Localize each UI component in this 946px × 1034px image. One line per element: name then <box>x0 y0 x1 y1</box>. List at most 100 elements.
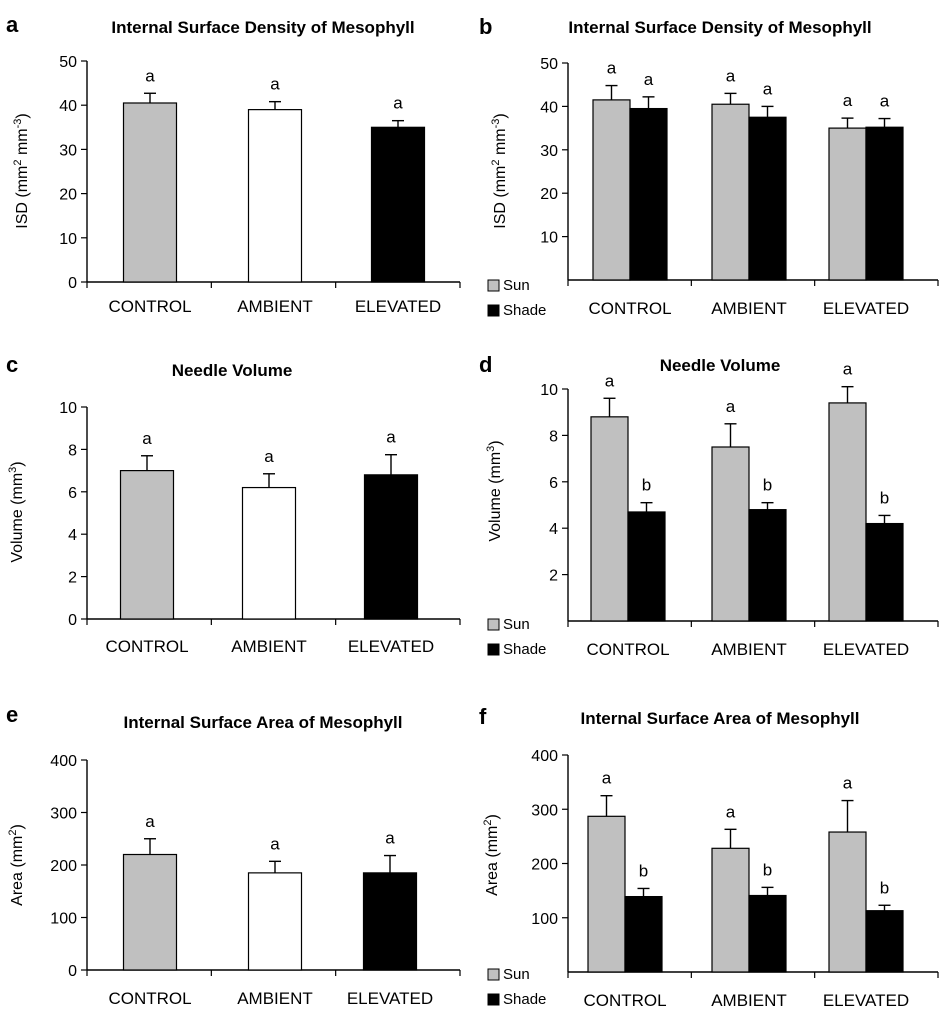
bar-c-ambient <box>241 486 297 620</box>
panel-letter-f: f <box>479 704 487 729</box>
bar-c-control <box>119 470 175 620</box>
y-tick-label-a: 30 <box>59 142 77 159</box>
legend-label-shade: Shade <box>503 641 546 658</box>
bar-f-sun <box>587 815 626 973</box>
y-axis-label-e: Area (mm2) <box>7 824 26 906</box>
y-tick-label-b: 20 <box>540 186 558 203</box>
bar-f-sun <box>828 831 867 973</box>
significance-label-f: b <box>880 878 889 897</box>
y-tick-label-e: 200 <box>50 858 77 875</box>
bar-b-shade <box>629 107 668 281</box>
significance-label-c: a <box>142 429 152 448</box>
bar-b-shade <box>865 126 904 281</box>
panel-letter-c: c <box>6 352 18 377</box>
y-tick-label-a: 40 <box>59 98 77 115</box>
bar-b-shade <box>748 116 787 281</box>
y-tick-label-d: 10 <box>540 382 558 399</box>
legend-swatch-shade <box>487 643 500 656</box>
significance-label-f: b <box>763 860 772 879</box>
legend-label-shade: Shade <box>503 302 546 319</box>
legend-label-sun: Sun <box>503 277 530 294</box>
bar-e-control <box>122 853 178 971</box>
bar-d-shade <box>865 522 904 622</box>
significance-label-c: a <box>264 447 274 466</box>
legend-label-sun: Sun <box>503 616 530 633</box>
significance-label-b: a <box>843 91 853 110</box>
chart-title-e: Internal Surface Area of Mesophyll <box>124 713 403 732</box>
legend-swatch-shade <box>487 993 500 1006</box>
significance-label-b: a <box>726 66 736 85</box>
significance-label-d: a <box>726 397 736 416</box>
significance-label-c: a <box>386 428 396 447</box>
panel-c: c Needle Volume 0 2 4 6 8 10 CONTROL AMBIENT ELEVA… <box>6 352 461 656</box>
significance-label-b: a <box>880 92 890 111</box>
bar-f-sun <box>711 847 750 973</box>
y-tick-label-c: 4 <box>68 527 77 544</box>
legend-swatch-sun <box>487 279 500 292</box>
panel-d: d Needle Volume 2 4 6 8 10 CONTROL AMBIENT ELEVAT… <box>479 352 939 659</box>
y-tick-label-e: 400 <box>50 753 77 770</box>
panel-letter-b: b <box>479 14 492 39</box>
chart-title-a: Internal Surface Density of Mesophyll <box>111 18 414 37</box>
category-label-d: ELEVATED <box>823 640 909 659</box>
y-tick-label-b: 40 <box>540 99 558 116</box>
significance-label-f: a <box>602 769 612 788</box>
bar-e-ambient <box>247 872 303 971</box>
bar-b-sun <box>828 127 867 281</box>
y-tick-label-d: 6 <box>549 475 558 492</box>
bar-c-elevated <box>363 474 419 620</box>
y-tick-label-c: 2 <box>68 570 77 587</box>
bar-d-shade <box>627 511 666 622</box>
category-label-b: ELEVATED <box>823 299 909 318</box>
category-label-d: AMBIENT <box>711 640 787 659</box>
y-tick-label-f: 100 <box>531 911 558 928</box>
y-axis-label-f: Area (mm2) <box>482 814 501 896</box>
y-tick-label-b: 50 <box>540 56 558 73</box>
y-axis-label-c: Volume (mm3) <box>7 461 26 562</box>
significance-label-d: b <box>880 488 889 507</box>
category-label-e: CONTROL <box>108 989 191 1008</box>
y-tick-label-f: 300 <box>531 802 558 819</box>
significance-label-e: a <box>385 829 395 848</box>
bar-f-shade <box>748 894 787 973</box>
y-tick-label-c: 6 <box>68 485 77 502</box>
category-label-c: ELEVATED <box>348 637 434 656</box>
y-tick-label-e: 100 <box>50 911 77 928</box>
significance-label-d: b <box>763 476 772 495</box>
y-tick-label-a: 50 <box>59 54 77 71</box>
y-axis-label-a: ISD (mm2 mm-3) <box>12 113 31 228</box>
category-label-a: ELEVATED <box>355 297 441 316</box>
significance-label-d: a <box>843 360 853 379</box>
category-label-c: CONTROL <box>105 637 188 656</box>
bar-f-shade <box>624 895 663 973</box>
panel-letter-e: e <box>6 702 18 727</box>
significance-label-e: a <box>145 812 155 831</box>
category-label-e: ELEVATED <box>347 989 433 1008</box>
y-tick-label-a: 0 <box>68 275 77 292</box>
y-tick-label-d: 4 <box>549 521 558 538</box>
y-tick-label-e: 0 <box>68 963 77 980</box>
bar-f-shade <box>865 910 904 973</box>
legend-label-shade: Shade <box>503 991 546 1008</box>
y-tick-label-f: 200 <box>531 857 558 874</box>
chart-title-c: Needle Volume <box>172 361 293 380</box>
significance-label-b: a <box>607 59 617 78</box>
significance-label-e: a <box>270 834 280 853</box>
y-axis-label-d: Volume (mm3) <box>485 440 504 541</box>
bar-d-shade <box>748 509 787 622</box>
chart-title-b: Internal Surface Density of Mesophyll <box>568 18 871 37</box>
y-tick-label-c: 10 <box>59 400 77 417</box>
panel-letter-a: a <box>6 12 19 37</box>
legend-label-sun: Sun <box>503 966 530 983</box>
category-label-b: AMBIENT <box>711 299 787 318</box>
chart-title-d: Needle Volume <box>660 356 781 375</box>
legend-swatch-sun <box>487 968 500 981</box>
y-tick-label-e: 300 <box>50 806 77 823</box>
category-label-c: AMBIENT <box>231 637 307 656</box>
category-label-e: AMBIENT <box>237 989 313 1008</box>
y-tick-label-b: 10 <box>540 230 558 247</box>
significance-label-a: a <box>270 75 280 94</box>
bar-d-sun <box>590 416 629 622</box>
category-label-a: CONTROL <box>108 297 191 316</box>
bar-b-sun <box>711 103 750 281</box>
